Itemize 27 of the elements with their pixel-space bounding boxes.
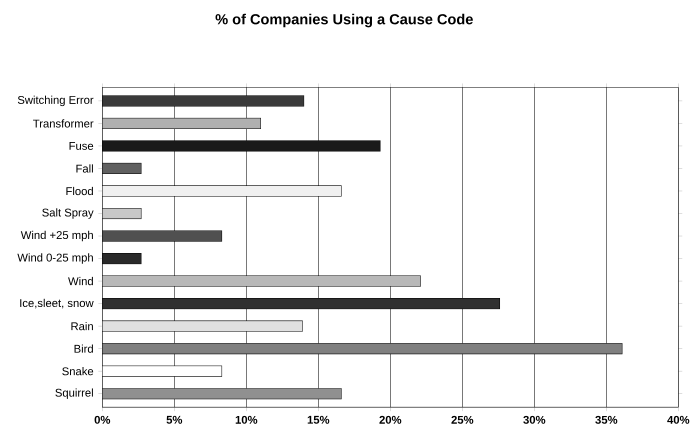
x-tick-label: 40% xyxy=(667,416,690,424)
bar xyxy=(102,253,142,264)
bar xyxy=(102,208,142,220)
x-tick-label: 5% xyxy=(166,416,182,424)
x-tick-label: 30% xyxy=(523,416,546,424)
x-tick-label: 15% xyxy=(308,416,330,424)
y-tick-label: Wind xyxy=(68,276,93,286)
y-tick-label: Wind 0-25 mph xyxy=(17,253,93,264)
x-tick-label: 35% xyxy=(595,416,618,424)
y-tick-label: Rain xyxy=(71,322,93,330)
chart-title: % of Companies Using a Cause Code xyxy=(216,14,473,28)
x-tick-label: 0% xyxy=(94,416,110,424)
y-tick-label: Bird xyxy=(74,344,93,353)
y-tick-label: Flood xyxy=(66,186,93,196)
y-tick-label: Ice,sleet, snow xyxy=(20,298,94,308)
x-tick-label: 20% xyxy=(379,416,402,424)
y-tick-label: Salt Spray xyxy=(42,208,94,219)
x-tick-label: 25% xyxy=(451,416,474,424)
y-tick-label: Fuse xyxy=(70,142,94,150)
y-tick-label: Switching Error xyxy=(18,96,94,106)
x-tick-label: 10% xyxy=(236,416,258,424)
y-tick-label: Snake xyxy=(62,367,94,376)
y-tick-label: Wind +25 mph xyxy=(20,230,93,242)
y-tick-label: Fall xyxy=(76,164,93,173)
y-tick-label: Transformer xyxy=(33,119,94,128)
bar xyxy=(102,162,142,174)
y-tick-label: Squirrel xyxy=(55,388,93,399)
